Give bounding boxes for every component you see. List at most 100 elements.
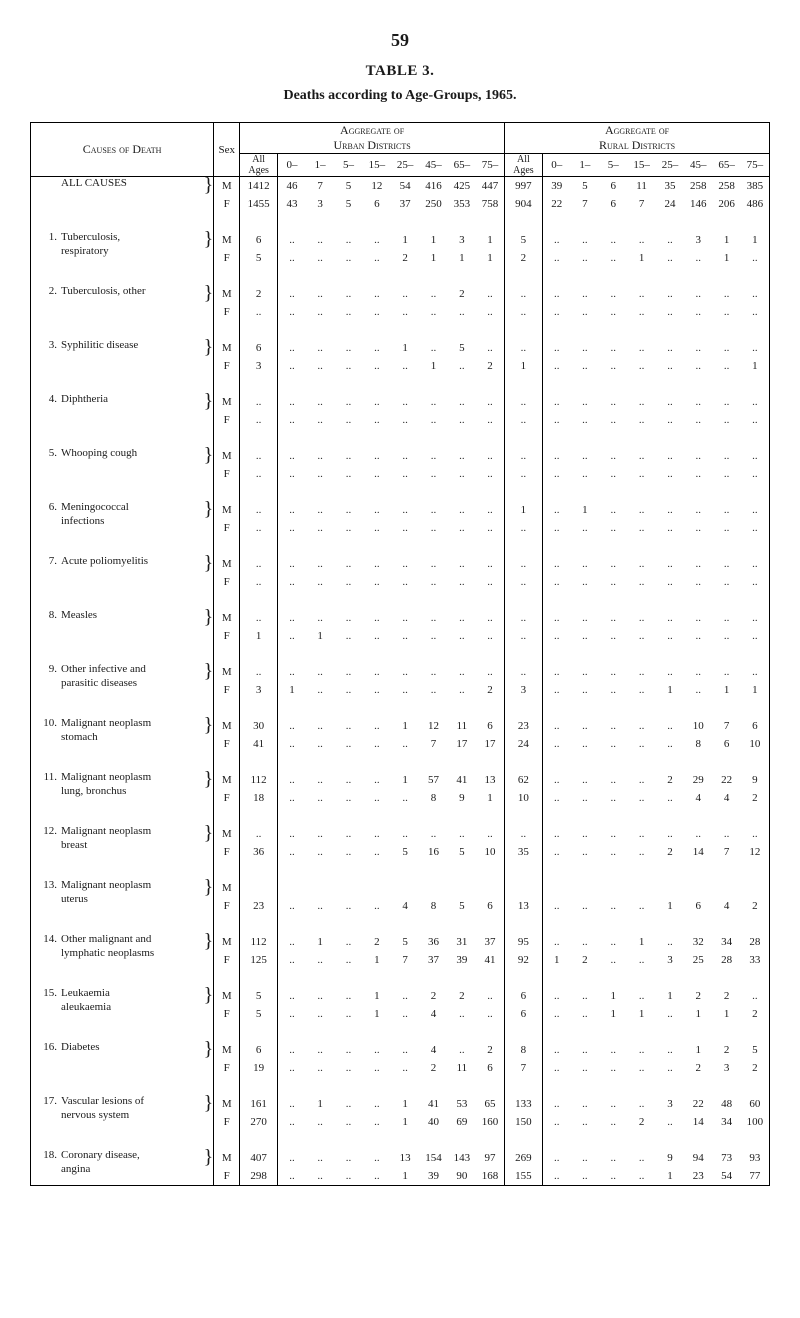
gap-cell bbox=[684, 537, 712, 555]
gap-cell bbox=[391, 267, 419, 285]
hdr-allages-urban: AllAges bbox=[240, 154, 278, 177]
data-cell: .. bbox=[656, 1041, 684, 1059]
row-gap bbox=[31, 1131, 770, 1149]
data-cell: .. bbox=[334, 681, 362, 699]
gap-cell bbox=[741, 375, 770, 393]
row-gap bbox=[31, 321, 770, 339]
sex-cell: M bbox=[214, 663, 240, 681]
data-cell: .. bbox=[656, 231, 684, 249]
gap-cell bbox=[599, 1131, 627, 1149]
data-cell: .. bbox=[363, 555, 391, 573]
gap-cell bbox=[599, 699, 627, 717]
data-cell: 97 bbox=[476, 1149, 504, 1167]
data-cell bbox=[240, 879, 278, 897]
gap-cell bbox=[741, 537, 770, 555]
data-cell: .. bbox=[542, 609, 570, 627]
data-cell: .. bbox=[363, 771, 391, 789]
gap-cell bbox=[476, 753, 504, 771]
sex-cell: M bbox=[214, 177, 240, 196]
data-cell: .. bbox=[505, 393, 543, 411]
gap-cell bbox=[391, 537, 419, 555]
data-cell: .. bbox=[278, 663, 306, 681]
data-cell: 24 bbox=[505, 735, 543, 753]
gap-cell bbox=[448, 321, 476, 339]
data-cell: 6 bbox=[476, 717, 504, 735]
gap-cell bbox=[571, 537, 599, 555]
data-cell: .. bbox=[741, 339, 770, 357]
gap-cell bbox=[448, 213, 476, 231]
data-cell: .. bbox=[542, 573, 570, 591]
row-gap bbox=[31, 483, 770, 501]
sex-cell: M bbox=[214, 339, 240, 357]
data-cell: .. bbox=[476, 465, 504, 483]
data-cell: 92 bbox=[505, 951, 543, 969]
data-cell: .. bbox=[627, 1059, 655, 1077]
data-cell: 62 bbox=[505, 771, 543, 789]
gap-cell bbox=[240, 1077, 278, 1095]
gap-cell bbox=[656, 375, 684, 393]
row-gap bbox=[31, 591, 770, 609]
data-cell: 4 bbox=[419, 1041, 447, 1059]
data-cell: .. bbox=[476, 825, 504, 843]
gap-cell bbox=[214, 537, 240, 555]
data-cell bbox=[741, 879, 770, 897]
sex-cell: F bbox=[214, 897, 240, 915]
data-cell: .. bbox=[278, 897, 306, 915]
gap-cell bbox=[571, 645, 599, 663]
data-cell: .. bbox=[240, 825, 278, 843]
gap-cell bbox=[31, 1077, 214, 1095]
data-cell: 2 bbox=[448, 987, 476, 1005]
data-cell: 1 bbox=[599, 1005, 627, 1023]
data-cell: 10 bbox=[741, 735, 770, 753]
data-cell: .. bbox=[542, 393, 570, 411]
data-cell: 1 bbox=[741, 357, 770, 375]
data-cell: 30 bbox=[240, 717, 278, 735]
gap-cell bbox=[571, 1023, 599, 1041]
gap-cell bbox=[627, 429, 655, 447]
data-cell: 2 bbox=[741, 1005, 770, 1023]
gap-cell bbox=[712, 213, 740, 231]
gap-cell bbox=[391, 1131, 419, 1149]
gap-cell bbox=[278, 699, 306, 717]
data-cell: .. bbox=[712, 411, 740, 429]
data-cell: 5 bbox=[240, 1005, 278, 1023]
gap-cell bbox=[542, 267, 570, 285]
data-cell: .. bbox=[656, 249, 684, 267]
hdr-age-urban-7: 75– bbox=[476, 154, 504, 177]
data-cell: 39 bbox=[448, 951, 476, 969]
gap-cell bbox=[448, 969, 476, 987]
data-cell: .. bbox=[419, 303, 447, 321]
gap-cell bbox=[542, 1131, 570, 1149]
gap-cell bbox=[214, 267, 240, 285]
sex-cell: F bbox=[214, 411, 240, 429]
cause-label: Measles bbox=[61, 609, 202, 623]
data-cell: .. bbox=[363, 447, 391, 465]
cause-cell: 12.Malignant neoplasmbreast} bbox=[31, 825, 214, 861]
data-cell: .. bbox=[363, 663, 391, 681]
data-cell: 7 bbox=[627, 195, 655, 213]
gap-cell bbox=[214, 213, 240, 231]
gap-cell bbox=[306, 1131, 334, 1149]
gap-cell bbox=[363, 753, 391, 771]
gap-cell bbox=[476, 969, 504, 987]
data-cell: .. bbox=[334, 1113, 362, 1131]
data-cell: .. bbox=[278, 1095, 306, 1113]
data-cell: .. bbox=[334, 771, 362, 789]
cause-cell: 8.Measles} bbox=[31, 609, 214, 645]
gap-cell bbox=[391, 807, 419, 825]
gap-cell bbox=[448, 1023, 476, 1041]
hdr-age-rural-0: 0– bbox=[542, 154, 570, 177]
gap-cell bbox=[214, 861, 240, 879]
data-cell bbox=[571, 879, 599, 897]
gap-cell bbox=[571, 1131, 599, 1149]
mortality-table: Causes of Death Sex Aggregate ofUrban Di… bbox=[30, 122, 770, 1186]
data-cell: .. bbox=[306, 303, 334, 321]
gap-cell bbox=[712, 267, 740, 285]
data-cell: .. bbox=[571, 1095, 599, 1113]
gap-cell bbox=[363, 591, 391, 609]
data-cell: .. bbox=[741, 303, 770, 321]
data-cell: 5 bbox=[334, 195, 362, 213]
gap-cell bbox=[627, 321, 655, 339]
gap-cell bbox=[278, 969, 306, 987]
gap-cell bbox=[712, 483, 740, 501]
